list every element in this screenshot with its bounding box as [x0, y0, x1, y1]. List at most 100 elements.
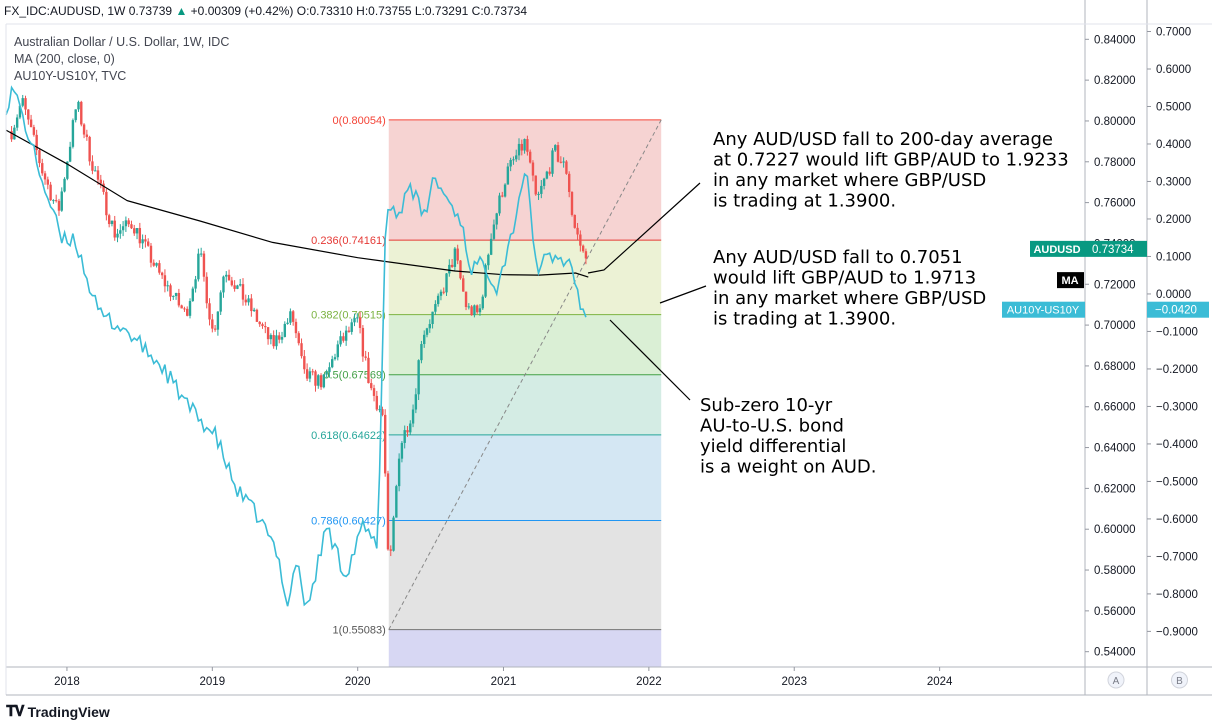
scale-a-button[interactable]: [1107, 671, 1125, 689]
fib-zone-1: [388, 240, 662, 315]
annotation-2-line[interactable]: is trading at 1.3900.: [713, 309, 896, 330]
audusd-badge-value: 0.73734: [1092, 244, 1134, 256]
candle-body: [297, 333, 300, 344]
legend-main-series[interactable]: Australian Dollar / U.S. Dollar, 1W, IDC: [14, 35, 230, 49]
candle-body: [43, 173, 47, 180]
candle-body: [406, 430, 409, 433]
candle-body: [487, 254, 490, 266]
legend-spread[interactable]: AU10Y-US10Y, TVC: [14, 69, 127, 83]
candle-body: [35, 134, 38, 151]
candle-body: [280, 336, 284, 340]
candle-body: [517, 143, 521, 156]
candle-body: [275, 335, 278, 347]
candle-body: [542, 178, 546, 186]
candle-body: [347, 330, 351, 332]
candle-body: [328, 367, 331, 373]
candle-body: [63, 178, 66, 192]
annotation-1-line[interactable]: is trading at 1.3900.: [713, 191, 896, 212]
low-value: 0.73291: [424, 4, 469, 18]
candle-body: [294, 321, 298, 334]
annotation-1-line[interactable]: in any market where GBP/USD: [713, 170, 986, 191]
candle-body: [548, 171, 551, 174]
candle-body: [77, 101, 80, 110]
candle-body: [409, 423, 412, 433]
candle-body: [358, 317, 362, 328]
tradingview-brand[interactable]: TradingView: [27, 703, 110, 720]
candle-body: [503, 184, 507, 197]
candle-body: [135, 228, 139, 234]
fib-trend-line: [388, 119, 662, 630]
candle-body: [21, 98, 24, 106]
annotation-3-line[interactable]: is a weight on AUD.: [700, 457, 876, 478]
candle-body: [453, 248, 457, 267]
scale-button-label: A: [1113, 676, 1120, 687]
spread-tick-label: −0.4000: [1156, 439, 1198, 451]
candle-body: [442, 291, 445, 293]
candle-body: [219, 292, 222, 312]
legend-ma[interactable]: MA (200, close, 0): [14, 52, 115, 66]
candle-body: [116, 233, 119, 238]
fib-zone-5: [388, 520, 662, 630]
low-label: L:: [414, 4, 425, 18]
price-tick-label: 0.62000: [1094, 483, 1136, 495]
candle-body: [227, 274, 231, 281]
symbol-header: FX_IDC:AUDUSD, 1W 0.73739 ▲ +0.00309 (+0…: [4, 4, 528, 18]
candle-body: [99, 179, 102, 184]
candle-body: [127, 220, 130, 225]
fib-level-label: 0.5(0.67569): [323, 370, 385, 382]
price-chart[interactable]: 0(0.80054) 0.236(0.74161) 0.382(0.70515) 0.…: [0, 0, 1215, 700]
candle-body: [534, 175, 537, 195]
annotation-1-line[interactable]: at 0.7227 would lift GBP/AUD to 1.9233: [713, 150, 1069, 171]
candle-body: [428, 324, 431, 329]
candle-body: [119, 230, 122, 234]
candle-body: [236, 285, 239, 289]
candle-body: [266, 327, 270, 340]
annotation-3-line[interactable]: AU-to-U.S. bond: [700, 416, 844, 437]
fib-level-label: 1(0.55083): [333, 625, 386, 637]
candle-body: [434, 304, 437, 312]
annotation-3-line[interactable]: yield differential: [700, 436, 846, 457]
candle-body: [492, 224, 496, 239]
annotation-2-line[interactable]: in any market where GBP/USD: [713, 288, 986, 309]
time-tick-label: 2019: [200, 676, 226, 688]
annotation-1-line[interactable]: Any AUD/USD fall to 200-day average: [713, 129, 1053, 150]
candle-body: [177, 292, 181, 306]
ma-200-line[interactable]: [5, 129, 589, 278]
candle-body: [498, 195, 501, 214]
candle-body: [74, 109, 77, 121]
candle-body: [305, 369, 309, 379]
audusd-symbol-badge[interactable]: [1030, 240, 1085, 257]
candle-body: [261, 324, 264, 327]
candle-body: [105, 191, 108, 216]
candle-body: [24, 98, 27, 110]
ma-badge-label: MA: [1061, 275, 1078, 287]
candle-body: [528, 151, 532, 163]
price-tick-label: 0.72000: [1094, 279, 1136, 291]
candle-body: [467, 306, 471, 308]
annotation-2-line[interactable]: would lift GBP/AUD to 1.9713: [713, 268, 976, 289]
candle-body: [174, 292, 178, 297]
spread-tick-label: −0.5000: [1156, 476, 1198, 488]
last-price: 0.73739: [128, 4, 173, 18]
candle-body: [478, 308, 482, 313]
candle-body: [230, 280, 234, 286]
spread-badge-label: AU10Y-US10Y: [1007, 305, 1080, 317]
candle-body: [225, 274, 228, 277]
candle-body: [456, 248, 459, 261]
candles: [10, 94, 588, 557]
price-tick-label: 0.64000: [1094, 443, 1136, 455]
candle-body: [158, 263, 161, 273]
spread-symbol-badge[interactable]: [1002, 301, 1085, 318]
ma-badge[interactable]: [1057, 272, 1084, 289]
candle-body: [537, 193, 540, 195]
interval[interactable]: 1W: [107, 4, 126, 18]
scale-b-button[interactable]: [1171, 671, 1188, 689]
candle-body: [239, 284, 242, 286]
candle-body: [531, 162, 535, 176]
symbol[interactable]: FX_IDC:AUDUSD: [4, 4, 101, 18]
annotation-3-line[interactable]: Sub-zero 10-yr: [700, 395, 833, 416]
annotation-2-line[interactable]: Any AUD/USD fall to 0.7051: [713, 247, 963, 268]
price-tick-label: 0.80000: [1094, 116, 1136, 128]
candle-body: [400, 442, 404, 459]
au10y-us10y-line[interactable]: [5, 85, 587, 607]
